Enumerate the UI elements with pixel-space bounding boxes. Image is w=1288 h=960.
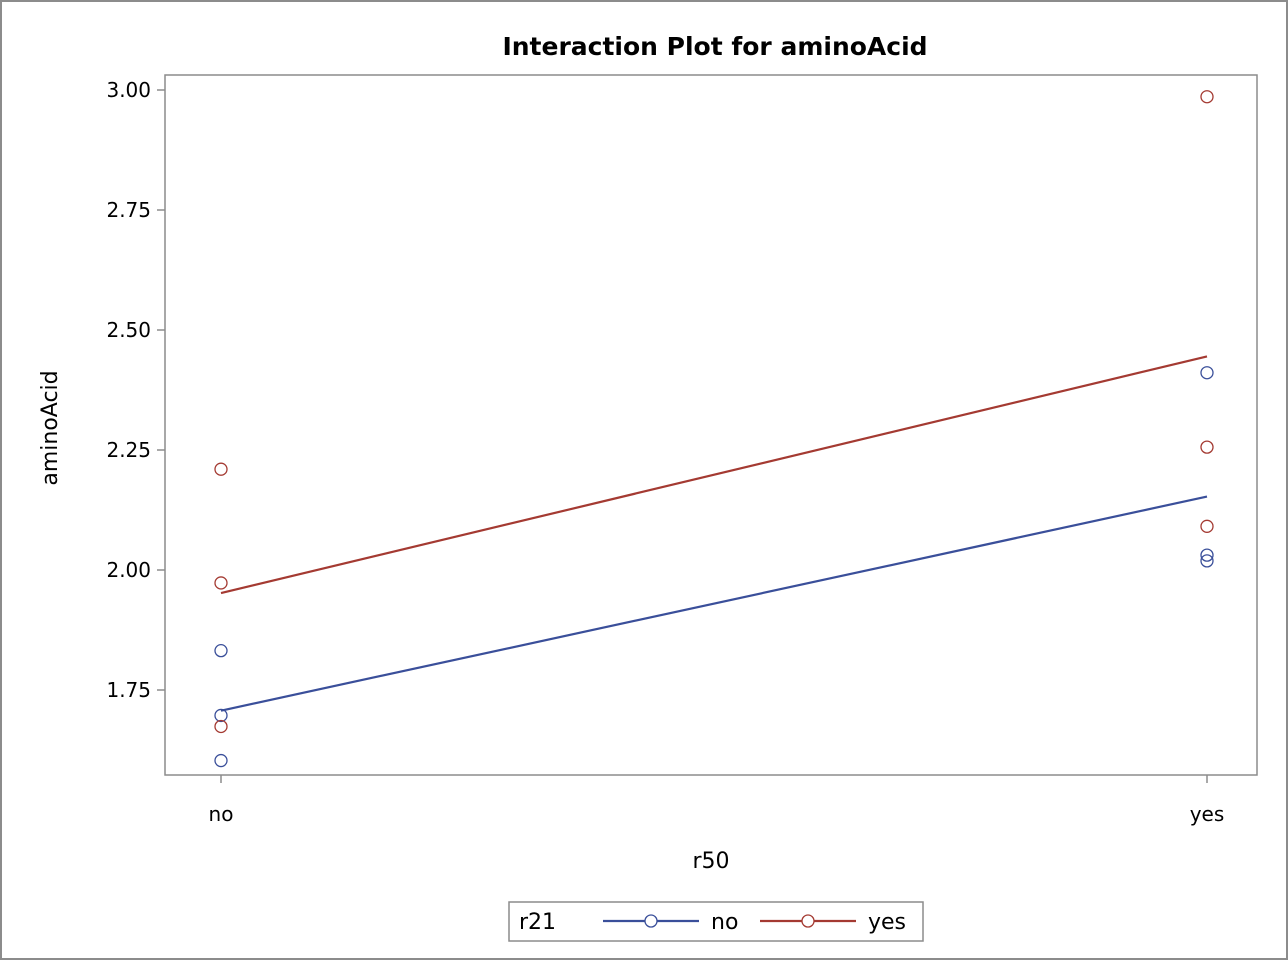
x-axis-label: r50 xyxy=(692,849,729,874)
data-point-yes xyxy=(1200,519,1214,533)
series-line-yes xyxy=(220,355,1208,595)
data-point-no xyxy=(1200,366,1214,380)
data-point-no xyxy=(214,753,228,768)
data-point-yes xyxy=(1200,440,1214,454)
series-line-no xyxy=(220,495,1208,712)
plot-area xyxy=(164,74,1258,776)
data-point-yes xyxy=(214,719,228,734)
y-tick-label: 2.00 xyxy=(106,558,151,582)
y-axis-label: aminoAcid xyxy=(38,370,63,485)
legend-title: r21 xyxy=(519,910,556,935)
y-tick-label: 1.75 xyxy=(106,678,151,702)
chart-title: Interaction Plot for aminoAcid xyxy=(502,32,927,61)
legend-label-no: no xyxy=(711,910,738,935)
x-axis: no yes xyxy=(209,775,1225,826)
y-tick-label: 2.50 xyxy=(106,318,151,342)
data-point-yes xyxy=(1200,90,1214,104)
data-point-no xyxy=(1200,554,1214,568)
series-layer xyxy=(214,90,1214,768)
data-point-yes xyxy=(214,576,228,590)
y-axis: 1.75 2.00 2.25 2.50 2.75 3.00 xyxy=(106,78,165,702)
x-tick-label: yes xyxy=(1190,802,1225,826)
x-tick-label: no xyxy=(209,802,234,826)
y-tick-label: 3.00 xyxy=(106,78,151,102)
legend-entries: no yes xyxy=(603,910,906,935)
y-tick-label: 2.25 xyxy=(106,438,151,462)
legend-marker-no xyxy=(644,914,658,928)
legend-label-yes: yes xyxy=(868,910,906,935)
data-point-no xyxy=(214,708,228,723)
data-point-no xyxy=(1200,548,1214,562)
data-point-yes xyxy=(214,462,228,476)
legend: r21 no yes xyxy=(508,901,924,942)
legend-marker-yes xyxy=(801,914,815,928)
y-tick-label: 2.75 xyxy=(106,198,151,222)
data-point-no xyxy=(214,643,228,658)
